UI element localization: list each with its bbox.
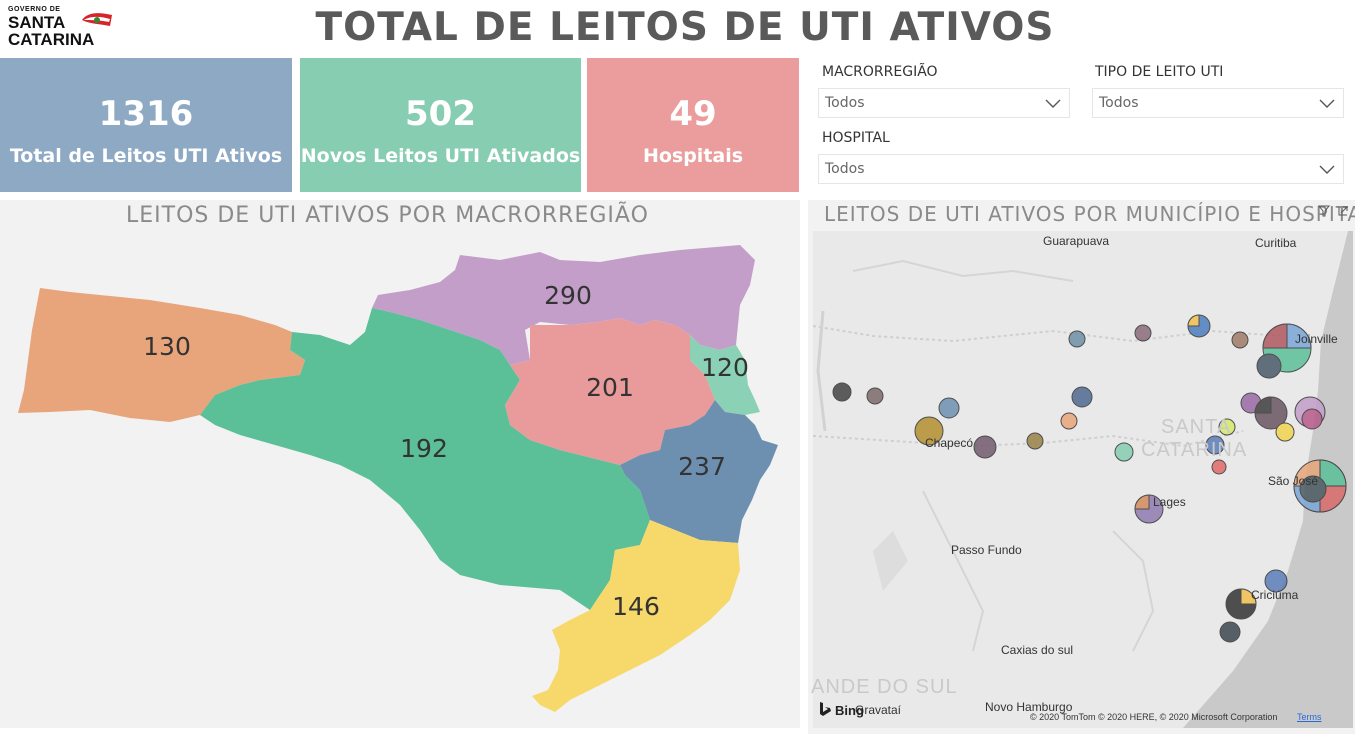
map-label-guarapuava: Guarapuava bbox=[1043, 234, 1110, 248]
region-oeste[interactable] bbox=[18, 288, 305, 422]
municipio-map-title: LEITOS DE UTI ATIVOS POR MUNICÍPIO E HOS… bbox=[824, 202, 1355, 226]
filter-tipo-leito-label: TIPO DE LEITO UTI bbox=[1095, 64, 1224, 80]
region-norte[interactable] bbox=[372, 245, 755, 365]
kpi-value: 502 bbox=[405, 94, 476, 134]
map-label-curitiba: Curitiba bbox=[1255, 236, 1297, 250]
filter-tipo-leito-value: Todos bbox=[1099, 95, 1139, 111]
filter-macrorregiao-value: Todos bbox=[825, 95, 865, 111]
visual-header-icons bbox=[1317, 205, 1348, 217]
municipio-map-panel: LEITOS DE UTI ATIVOS POR MUNICÍPIO E HOS… bbox=[808, 200, 1355, 734]
bing-label: Bing bbox=[835, 703, 864, 718]
kpi-total-leitos: 1316 Total de Leitos UTI Ativos bbox=[0, 58, 292, 192]
map-canvas bbox=[813, 231, 1353, 728]
macrorregiao-map-panel: LEITOS DE UTI ATIVOS POR MACRORREGIÃO 13… bbox=[0, 200, 800, 728]
region-label-foz-itajai: 120 bbox=[701, 353, 749, 382]
bing-map[interactable]: Guarapuava Curitiba Joinville Chapecó La… bbox=[811, 231, 1353, 728]
map-label-lages: Lages bbox=[1153, 495, 1186, 509]
filter-macrorregiao-select[interactable]: Todos bbox=[818, 88, 1070, 118]
map-label-criciuma: Criciúma bbox=[1251, 588, 1299, 602]
page-title: TOTAL DE LEITOS DE UTI ATIVOS bbox=[315, 5, 1055, 50]
map-label-catarina: CATARINA bbox=[1141, 439, 1248, 461]
kpi-value: 1316 bbox=[98, 94, 194, 134]
region-meio-oeste[interactable] bbox=[200, 308, 650, 610]
filter-icon[interactable] bbox=[1317, 205, 1331, 217]
map-copyright: © 2020 TomTom © 2020 HERE, © 2020 Micros… bbox=[1030, 712, 1278, 722]
map-label-rio-grande: ANDE DO SUL bbox=[811, 676, 958, 698]
map-label-chapeco: Chapecó bbox=[925, 436, 974, 450]
map-label-sao-jose: São José bbox=[1268, 474, 1319, 488]
macrorregiao-map: 130 290 192 201 120 237 146 bbox=[18, 245, 778, 712]
map-terms-link[interactable]: Terms bbox=[1297, 712, 1322, 722]
kpi-novos-leitos: 502 Novos Leitos UTI Ativados bbox=[300, 58, 581, 192]
governo-sc-logo: GOVERNO DE SANTA CATARINA bbox=[8, 6, 116, 52]
kpi-label: Hospitais bbox=[642, 145, 744, 167]
chevron-down-icon bbox=[1045, 99, 1061, 108]
region-foz-itajai[interactable] bbox=[690, 335, 760, 415]
region-label-meio-oeste: 192 bbox=[400, 434, 448, 463]
filter-hospital-value: Todos bbox=[825, 161, 865, 177]
region-label-sul: 146 bbox=[612, 592, 660, 621]
map-label-joinville: Joinville bbox=[1295, 332, 1338, 346]
bing-logo-icon bbox=[820, 702, 831, 716]
kpi-value: 49 bbox=[669, 94, 717, 134]
filter-tipo-leito-select[interactable]: Todos bbox=[1092, 88, 1344, 118]
logo-line2: SANTA bbox=[8, 13, 66, 32]
map-label-santa: SANTA bbox=[1161, 416, 1232, 438]
region-label-alto-vale: 201 bbox=[586, 373, 634, 402]
logo-line1: GOVERNO DE bbox=[8, 6, 61, 13]
map-label-caxias: Caxias do sul bbox=[1001, 643, 1074, 657]
region-grande-florianopolis[interactable] bbox=[620, 400, 778, 543]
map-label-gravatai: Gravataí bbox=[855, 703, 902, 717]
kpi-label: Novos Leitos UTI Ativados bbox=[300, 145, 581, 167]
filter-hospital-select[interactable]: Todos bbox=[818, 154, 1344, 184]
macrorregiao-map-title: LEITOS DE UTI ATIVOS POR MACRORREGIÃO bbox=[126, 203, 649, 228]
map-label-passo-fundo: Passo Fundo bbox=[951, 543, 1022, 557]
kpi-hospitais: 49 Hospitais bbox=[587, 58, 799, 192]
chevron-down-icon bbox=[1319, 99, 1335, 108]
kpi-label: Total de Leitos UTI Ativos bbox=[9, 145, 283, 167]
focus-mode-icon[interactable] bbox=[1338, 206, 1348, 216]
region-sul[interactable] bbox=[532, 520, 740, 712]
region-label-oeste: 130 bbox=[143, 332, 191, 361]
flag-icon bbox=[82, 13, 112, 26]
filter-macrorregiao-label: MACRORREGIÃO bbox=[822, 64, 938, 80]
region-alto-vale[interactable] bbox=[505, 318, 715, 465]
chevron-down-icon bbox=[1319, 165, 1335, 174]
filter-hospital-label: HOSPITAL bbox=[822, 130, 890, 146]
logo-line3: CATARINA bbox=[8, 30, 95, 49]
region-label-norte: 290 bbox=[544, 281, 592, 310]
map-label-novo-hamburgo: Novo Hamburgo bbox=[985, 700, 1073, 714]
region-label-grande-florianopolis: 237 bbox=[678, 452, 726, 481]
